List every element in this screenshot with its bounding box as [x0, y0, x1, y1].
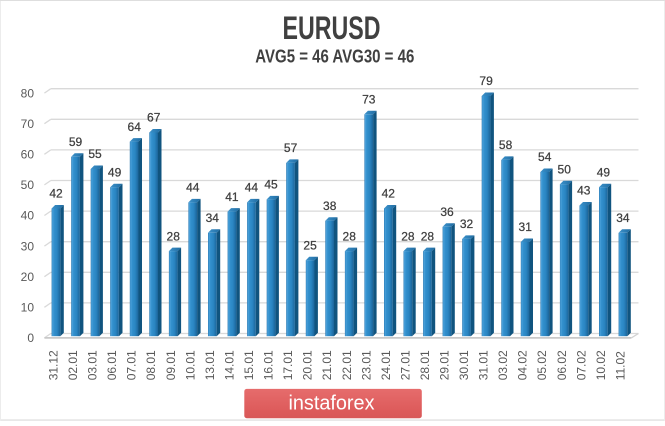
svg-text:07.02: 07.02: [574, 350, 588, 380]
svg-text:42: 42: [382, 187, 396, 201]
svg-text:36: 36: [440, 205, 454, 219]
svg-text:59: 59: [69, 135, 83, 149]
svg-text:05.02: 05.02: [535, 350, 549, 380]
svg-text:28: 28: [421, 229, 435, 243]
svg-text:07.01: 07.01: [125, 350, 139, 380]
svg-text:67: 67: [147, 111, 161, 125]
svg-text:32: 32: [460, 217, 474, 231]
svg-text:41: 41: [225, 190, 239, 204]
svg-text:16.01: 16.01: [262, 350, 276, 380]
svg-text:38: 38: [323, 199, 337, 213]
svg-text:34: 34: [616, 211, 630, 225]
svg-text:EURUSD: EURUSD: [283, 10, 381, 46]
svg-text:50: 50: [21, 178, 35, 192]
svg-text:40: 40: [21, 209, 35, 223]
svg-text:50: 50: [558, 162, 572, 176]
svg-text:06.01: 06.01: [105, 350, 119, 380]
svg-text:45: 45: [264, 178, 278, 192]
svg-text:55: 55: [88, 147, 102, 161]
svg-text:08.01: 08.01: [144, 350, 158, 380]
svg-text:54: 54: [538, 150, 552, 164]
svg-text:03.01: 03.01: [86, 350, 100, 380]
svg-text:14.01: 14.01: [223, 350, 237, 380]
svg-text:57: 57: [284, 141, 298, 155]
svg-text:73: 73: [362, 93, 376, 107]
svg-text:30: 30: [21, 239, 35, 253]
svg-text:79: 79: [479, 74, 493, 88]
svg-text:20.01: 20.01: [301, 350, 315, 380]
svg-text:25: 25: [303, 238, 317, 252]
svg-text:29.01: 29.01: [438, 350, 452, 380]
svg-text:instaforex: instaforex: [289, 392, 375, 414]
svg-text:58: 58: [499, 138, 513, 152]
svg-text:0: 0: [27, 331, 34, 345]
svg-text:10: 10: [21, 301, 35, 315]
svg-text:43: 43: [577, 184, 591, 198]
svg-text:49: 49: [597, 165, 611, 179]
svg-text:17.01: 17.01: [281, 350, 295, 380]
svg-text:31.12: 31.12: [47, 350, 61, 380]
svg-text:13.01: 13.01: [203, 350, 217, 380]
svg-text:64: 64: [128, 120, 142, 134]
svg-text:02.01: 02.01: [66, 350, 80, 380]
svg-text:31.01: 31.01: [477, 350, 491, 380]
svg-text:06.02: 06.02: [555, 350, 569, 380]
svg-text:70: 70: [21, 117, 35, 131]
svg-text:28.01: 28.01: [418, 350, 432, 380]
svg-text:60: 60: [21, 148, 35, 162]
svg-text:28: 28: [167, 229, 181, 243]
svg-text:34: 34: [206, 211, 220, 225]
svg-text:44: 44: [186, 181, 200, 195]
svg-text:30.01: 30.01: [457, 350, 471, 380]
svg-text:09.01: 09.01: [164, 350, 178, 380]
svg-text:31: 31: [519, 220, 533, 234]
svg-text:22.01: 22.01: [340, 350, 354, 380]
svg-text:42: 42: [49, 187, 63, 201]
svg-text:15.01: 15.01: [242, 350, 256, 380]
svg-text:24.01: 24.01: [379, 350, 393, 380]
svg-text:28: 28: [343, 229, 357, 243]
svg-text:10.02: 10.02: [594, 350, 608, 380]
svg-text:03.02: 03.02: [496, 350, 510, 380]
svg-text:80: 80: [21, 86, 35, 100]
svg-text:27.01: 27.01: [398, 350, 412, 380]
svg-text:20: 20: [21, 270, 35, 284]
svg-text:49: 49: [108, 165, 122, 179]
svg-text:28: 28: [401, 229, 415, 243]
svg-text:10.01: 10.01: [183, 350, 197, 380]
svg-text:04.02: 04.02: [516, 350, 530, 380]
svg-text:21.01: 21.01: [320, 350, 334, 380]
svg-text:11.02: 11.02: [614, 351, 628, 380]
svg-text:44: 44: [245, 181, 259, 195]
svg-text:23.01: 23.01: [359, 350, 373, 380]
svg-text:AVG5 = 46 AVG30 = 46: AVG5 = 46 AVG30 = 46: [255, 47, 414, 67]
